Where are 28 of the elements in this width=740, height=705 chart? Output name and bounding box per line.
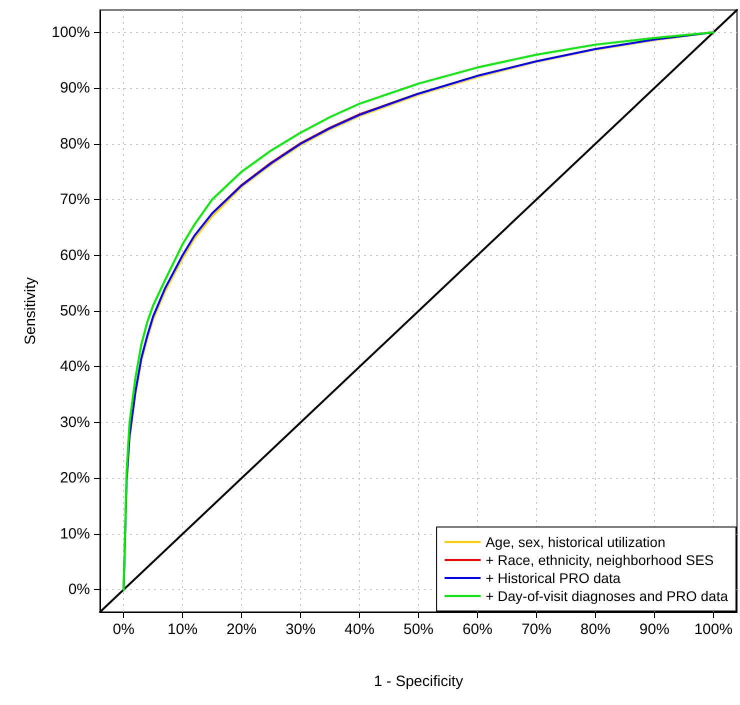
x-tick-label: 10% xyxy=(168,621,198,638)
x-tick-label: 30% xyxy=(286,621,316,638)
x-tick-label: 80% xyxy=(580,621,610,638)
y-tick-label: 100% xyxy=(52,24,90,41)
x-tick-label: 100% xyxy=(694,621,733,638)
y-tick-label: 0% xyxy=(68,581,90,598)
legend-label: + Race, ethnicity, neighborhood SES xyxy=(486,552,714,568)
legend-label: + Day-of-visit diagnoses and PRO data xyxy=(486,588,728,604)
y-tick-label: 10% xyxy=(60,525,90,542)
y-tick-label: 40% xyxy=(60,358,90,376)
y-tick-label: 60% xyxy=(60,246,90,264)
y-tick-label: 70% xyxy=(60,191,90,208)
y-axis-title: Sensitivity xyxy=(22,276,39,345)
x-tick-label: 90% xyxy=(639,621,670,638)
x-tick-label: 70% xyxy=(521,621,552,638)
legend-label: + Historical PRO data xyxy=(486,570,621,586)
x-tick-label: 50% xyxy=(403,621,434,638)
x-tick-label: 60% xyxy=(462,621,492,638)
legend-label: Age, sex, historical utilization xyxy=(486,534,666,550)
x-tick-label: 20% xyxy=(226,621,257,638)
y-tick-label: 80% xyxy=(60,135,90,152)
y-tick-label: 90% xyxy=(60,80,90,97)
y-tick-label: 50% xyxy=(60,302,90,320)
x-axis-title: 1 - Specificity xyxy=(374,673,464,690)
x-tick-label: 0% xyxy=(112,621,134,638)
x-tick-label: 40% xyxy=(344,621,375,638)
y-tick-label: 20% xyxy=(60,470,90,487)
y-tick-label: 30% xyxy=(60,414,90,431)
